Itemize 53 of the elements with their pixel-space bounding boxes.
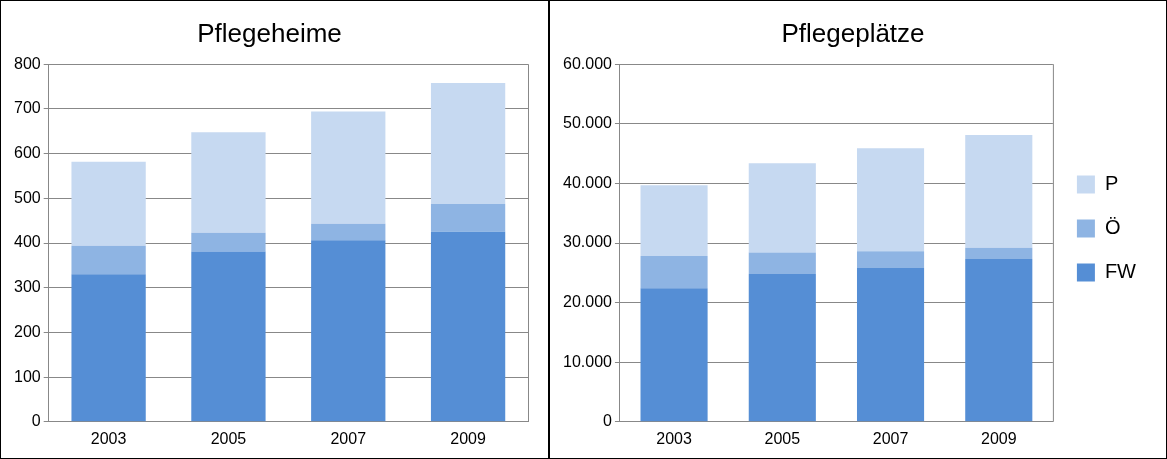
x-tick-label: 2009 — [450, 429, 486, 447]
y-tick-label: 40.000 — [563, 173, 613, 191]
bar — [965, 135, 1033, 248]
bar — [430, 231, 506, 422]
bar — [71, 161, 146, 246]
y-tick-label: 0 — [603, 412, 613, 430]
x-tick-label: 2007 — [872, 429, 909, 447]
bar — [748, 163, 816, 253]
x-tick-label: 2007 — [330, 429, 367, 447]
y-tick-label: 10.000 — [563, 352, 613, 370]
bar — [856, 148, 925, 252]
bar — [311, 111, 386, 224]
x-tick-label: 2003 — [656, 429, 692, 447]
bar — [856, 251, 925, 269]
y-tick-label: 0 — [31, 412, 41, 430]
bar — [748, 273, 816, 422]
y-tick-label: 200 — [13, 322, 41, 340]
bar — [965, 247, 1033, 260]
bar — [748, 252, 816, 274]
bar — [430, 204, 506, 232]
bar — [71, 274, 146, 422]
x-tick-label: 2009 — [980, 429, 1017, 447]
y-tick-label: 100 — [13, 367, 41, 385]
chart-title: Pflegeplätze — [781, 17, 925, 48]
y-tick-label: 600 — [13, 144, 41, 162]
y-tick-label: 700 — [13, 99, 41, 117]
bar — [430, 82, 506, 205]
y-tick-label: 500 — [13, 188, 41, 206]
bar — [71, 245, 146, 275]
y-tick-label: 50.000 — [563, 114, 613, 132]
bar — [191, 251, 266, 422]
x-tick-label: 2003 — [90, 429, 127, 447]
bar — [856, 268, 925, 422]
bar — [311, 223, 386, 241]
bar — [191, 232, 266, 252]
chart-title: Pflegeheime — [197, 17, 342, 48]
x-tick-label: 2005 — [210, 429, 247, 447]
bar — [311, 240, 386, 422]
y-tick-label: 800 — [13, 54, 41, 72]
y-tick-label: 400 — [13, 233, 41, 251]
y-tick-label: 300 — [13, 278, 41, 296]
bar — [965, 259, 1033, 422]
legend-label: FW — [1104, 260, 1137, 283]
legend-label: P — [1104, 172, 1119, 195]
y-tick-label: 30.000 — [563, 233, 613, 251]
bar — [640, 288, 708, 422]
legend-label: Ö — [1104, 216, 1121, 239]
y-tick-label: 60.000 — [563, 54, 613, 72]
x-tick-label: 2005 — [764, 429, 801, 447]
bar — [640, 256, 708, 289]
y-tick-label: 20.000 — [563, 293, 613, 311]
bar — [191, 132, 266, 233]
bar — [640, 185, 708, 257]
